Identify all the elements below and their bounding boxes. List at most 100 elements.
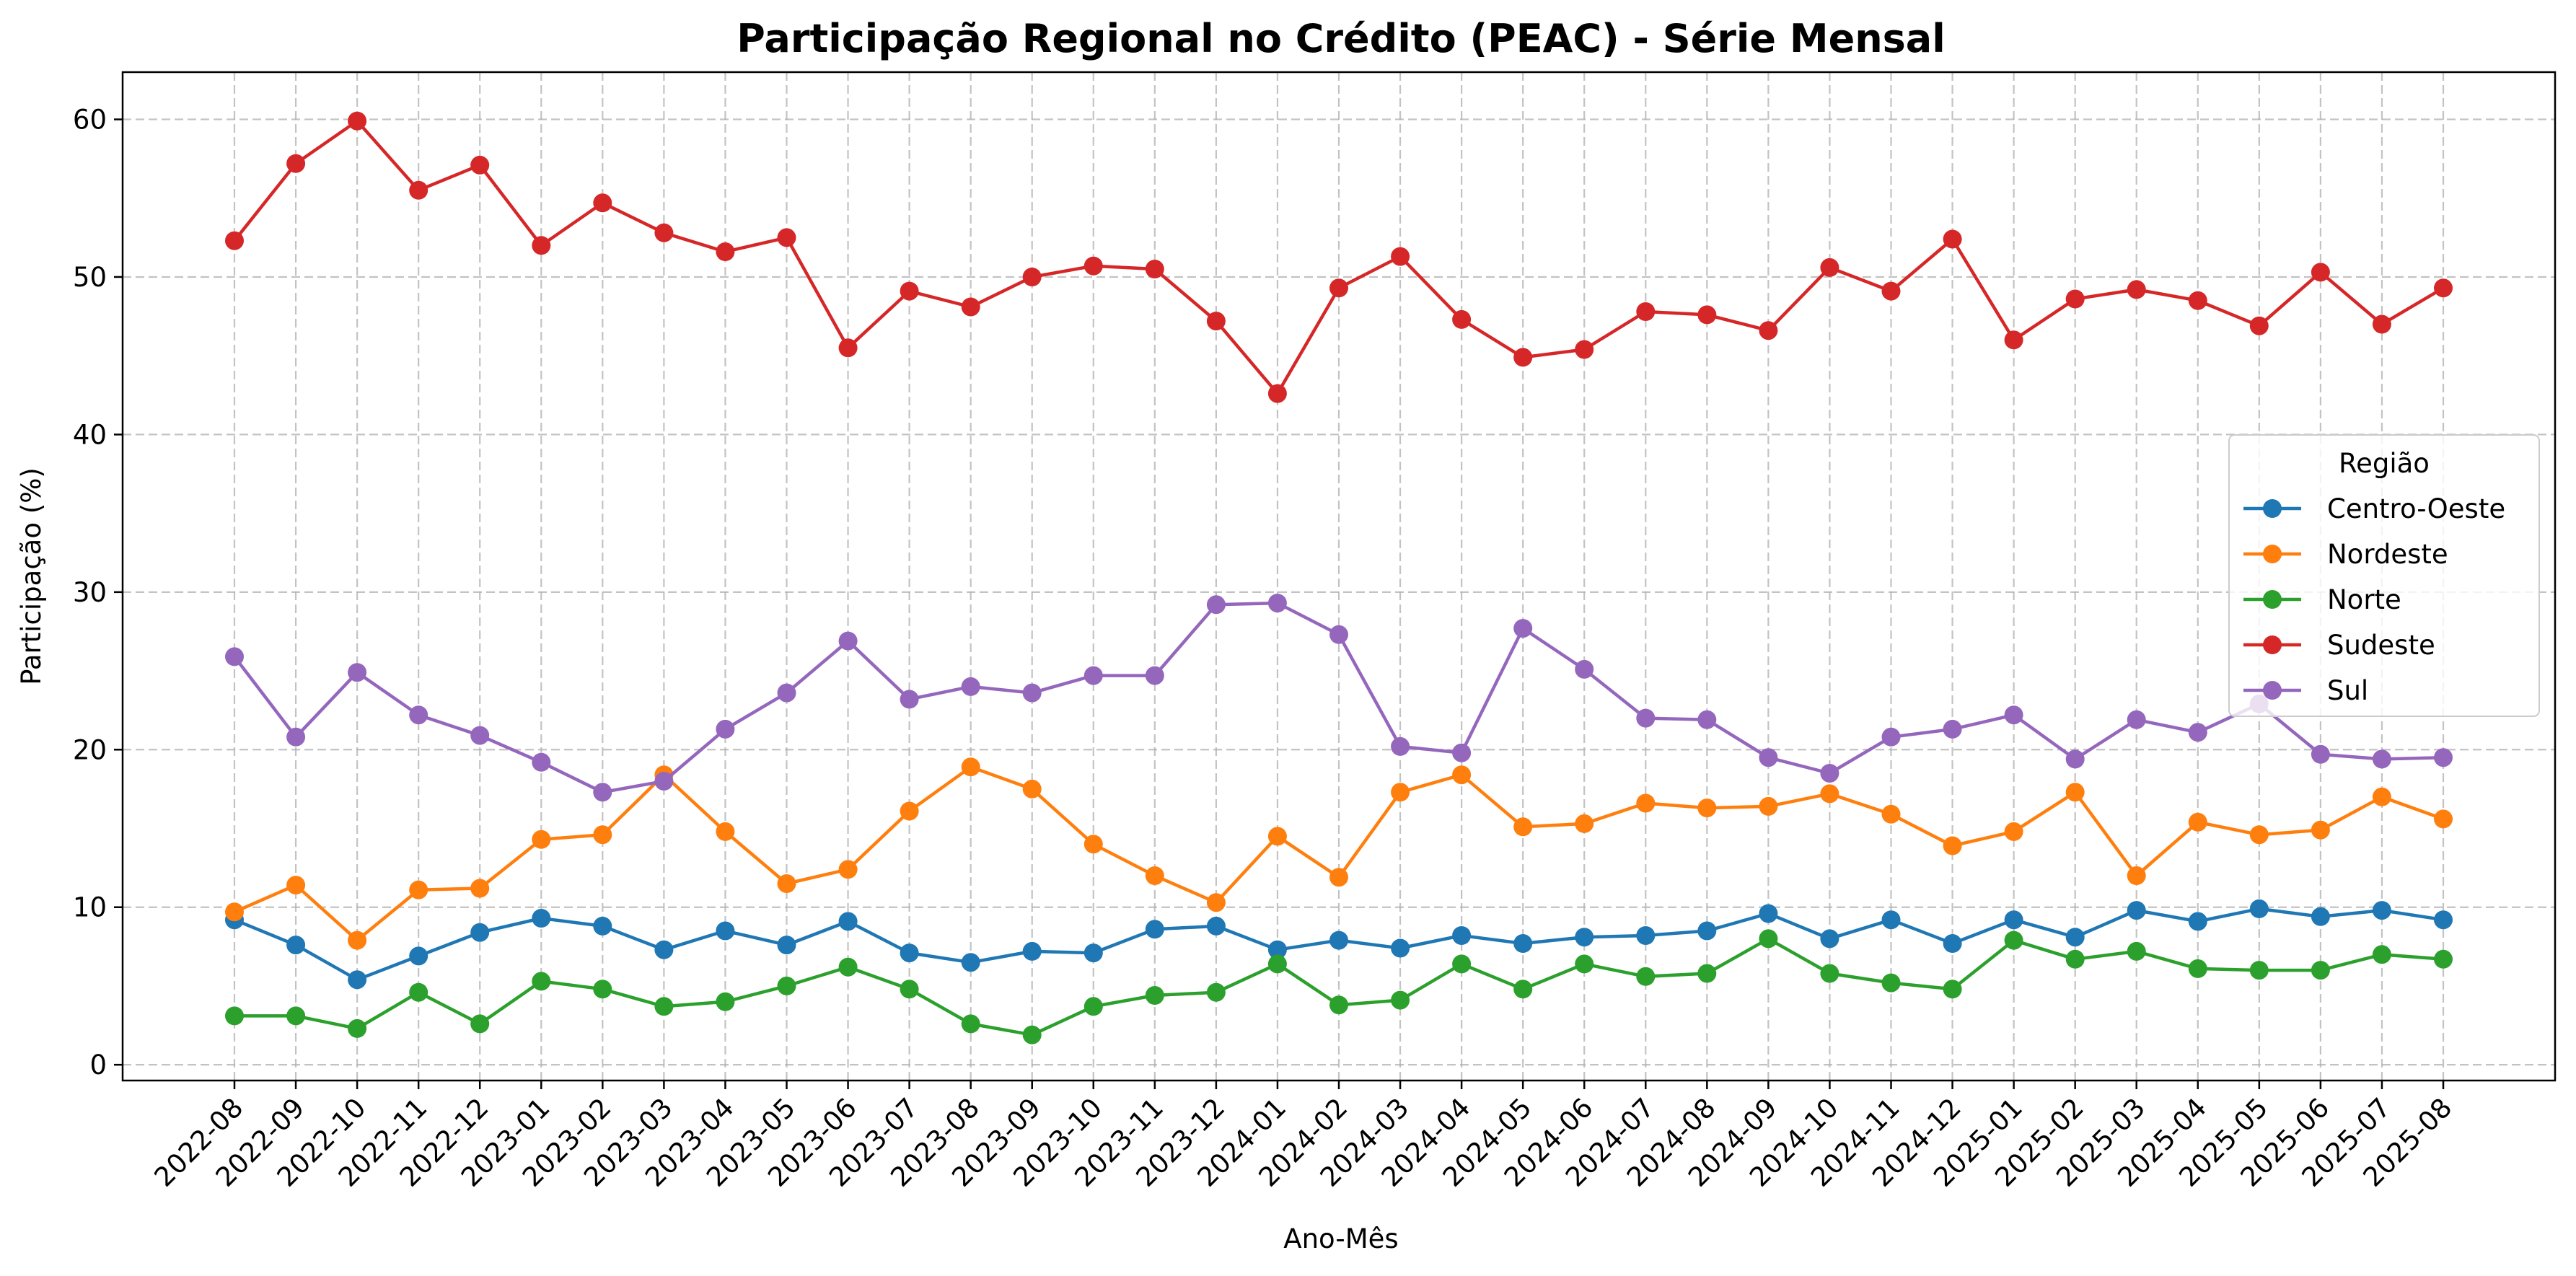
data-point <box>1267 940 1287 959</box>
data-point <box>1267 827 1287 846</box>
data-point <box>900 980 919 999</box>
data-point <box>1820 784 1839 804</box>
data-point <box>2004 910 2023 930</box>
legend-marker <box>2263 590 2282 609</box>
y-tick-label: 50 <box>73 262 107 293</box>
data-point <box>2311 744 2330 764</box>
data-point <box>1759 321 1778 340</box>
data-point <box>1575 928 1594 947</box>
data-point <box>1943 836 1962 855</box>
data-point <box>2127 941 2146 961</box>
data-point <box>1881 727 1901 747</box>
data-point <box>1391 938 1410 958</box>
data-point <box>1391 736 1410 756</box>
data-point <box>593 916 612 936</box>
data-point <box>348 970 367 990</box>
data-point <box>2004 330 2023 350</box>
data-point <box>961 677 980 696</box>
data-point <box>1575 340 1594 359</box>
data-point <box>1513 619 1533 638</box>
data-point <box>1145 260 1164 278</box>
data-point <box>225 1006 244 1026</box>
data-point <box>286 1006 306 1026</box>
data-point <box>1636 967 1656 986</box>
data-point <box>2188 723 2207 742</box>
data-point <box>409 982 428 1002</box>
data-point <box>1083 256 1103 276</box>
data-point <box>2004 705 2023 725</box>
data-point <box>2249 825 2269 845</box>
data-point <box>1329 625 1348 644</box>
data-point <box>1206 893 1226 912</box>
data-point <box>654 223 674 242</box>
data-point <box>1267 384 1287 403</box>
data-point <box>409 180 428 200</box>
data-point <box>225 231 244 250</box>
data-point <box>777 683 796 703</box>
data-point <box>838 631 858 651</box>
data-point <box>1943 229 1962 249</box>
data-point <box>1820 929 1839 949</box>
data-point <box>2372 945 2391 964</box>
series-norte <box>225 929 2453 1044</box>
data-point <box>2127 901 2146 920</box>
data-point <box>1145 920 1164 939</box>
data-point <box>961 953 980 972</box>
data-point <box>470 1014 490 1034</box>
data-point <box>1513 348 1533 367</box>
data-point <box>2188 959 2207 978</box>
data-point <box>225 902 244 922</box>
data-point <box>1575 954 1594 974</box>
y-tick-label: 40 <box>73 419 107 450</box>
data-point <box>716 992 735 1011</box>
y-tick-label: 10 <box>73 892 107 923</box>
data-point <box>716 719 735 739</box>
data-point <box>1697 798 1717 818</box>
data-point <box>1206 312 1226 331</box>
legend-item: Centro-Oeste <box>2243 493 2505 524</box>
data-point <box>838 338 858 358</box>
data-point <box>654 772 674 791</box>
data-point <box>1881 804 1901 824</box>
data-point <box>286 727 306 747</box>
data-point <box>1391 990 1410 1010</box>
legend-marker <box>2263 499 2282 518</box>
data-point <box>1329 868 1348 887</box>
data-point <box>1759 904 1778 923</box>
legend-title: Região <box>2339 448 2430 479</box>
data-point <box>593 193 612 213</box>
data-point <box>1391 247 1410 266</box>
data-point <box>1022 268 1042 286</box>
data-point <box>409 705 428 725</box>
y-tick-label: 30 <box>73 577 107 608</box>
data-point <box>654 997 674 1016</box>
data-point <box>1267 594 1287 613</box>
data-point <box>1513 817 1533 837</box>
data-point <box>1206 595 1226 615</box>
data-point <box>1329 278 1348 298</box>
data-point <box>2004 930 2023 950</box>
data-point <box>1636 793 1656 813</box>
legend-label: Centro-Oeste <box>2327 493 2505 524</box>
data-point <box>2372 749 2391 769</box>
legend-label: Nordeste <box>2327 539 2448 570</box>
legend: Região Centro-Oeste Nordeste Norte Sudeste S… <box>2228 434 2540 717</box>
data-point <box>2434 278 2453 298</box>
legend-item: Nordeste <box>2243 539 2448 570</box>
data-point <box>1820 964 1839 983</box>
data-point <box>1145 666 1164 685</box>
data-point <box>838 912 858 931</box>
data-point <box>2249 316 2269 335</box>
data-point <box>1022 779 1042 798</box>
data-point <box>532 752 551 772</box>
data-point <box>348 1018 367 1038</box>
data-point <box>900 801 919 821</box>
data-point <box>1452 309 1472 329</box>
data-point <box>1452 743 1472 762</box>
legend-frame <box>2228 434 2540 717</box>
data-point <box>838 957 858 977</box>
data-point <box>1636 708 1656 728</box>
series-sul <box>225 594 2453 802</box>
data-point <box>1697 964 1717 983</box>
